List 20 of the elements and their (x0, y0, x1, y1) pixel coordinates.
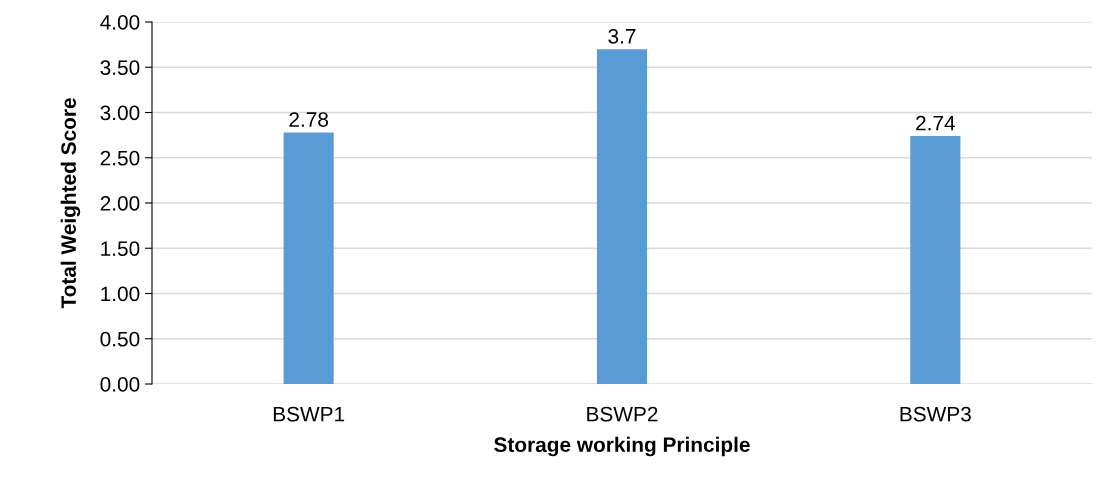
y-tick-label: 3.50 (100, 60, 140, 75)
x-tick-label: BSWP3 (900, 406, 971, 422)
bar (283, 132, 334, 384)
y-tick-label: 0.50 (100, 331, 140, 347)
y-tick-label: 4.00 (100, 15, 140, 30)
bar (910, 136, 961, 384)
y-tick-label: 2.00 (100, 196, 140, 211)
data-label: 3.7 (608, 28, 636, 44)
data-label: 2.74 (916, 115, 955, 131)
x-tick-label: BSWP2 (587, 406, 658, 422)
y-axis-title: Total Weighted Score (60, 98, 81, 309)
y-tick-label: 1.00 (101, 286, 140, 302)
y-tick-label: 1.50 (101, 241, 140, 256)
x-axis-title: Storage working Principle (494, 436, 750, 457)
bar (596, 49, 648, 384)
y-tick-label: 2.50 (100, 150, 140, 166)
y-tick-label: 3.00 (100, 105, 140, 121)
data-label: 2.78 (289, 112, 329, 127)
y-tick-label: 0.00 (100, 377, 140, 392)
x-tick-label: BSWP1 (273, 406, 345, 422)
